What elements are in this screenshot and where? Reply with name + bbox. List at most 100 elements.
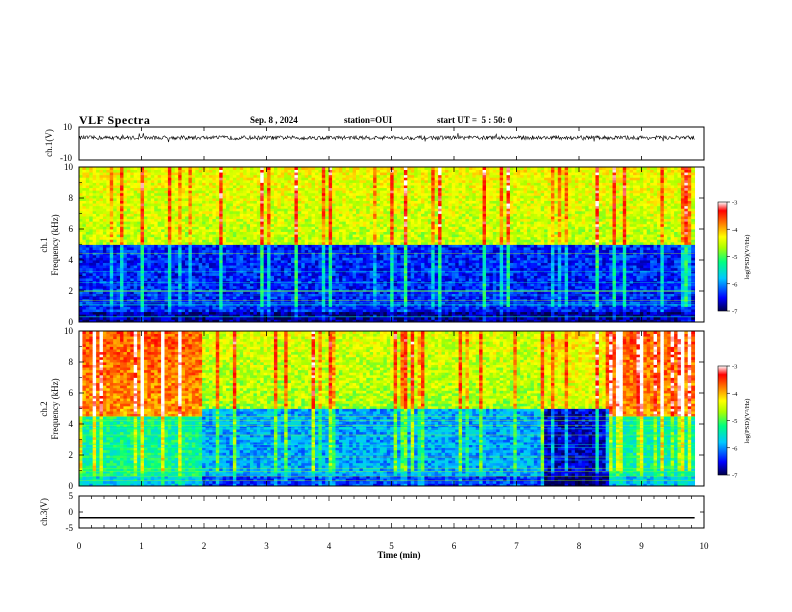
spec-cell: [181, 272, 186, 276]
spec-cell: [171, 291, 176, 294]
spec-cell: [102, 179, 107, 183]
spec-cell: [140, 247, 145, 251]
spec-cell: [212, 167, 217, 170]
spec-cell: [297, 319, 302, 323]
spec-cell: [270, 200, 275, 204]
spec-cell: [222, 200, 227, 204]
spec-cell: [195, 247, 200, 251]
spec-cell: [82, 229, 87, 232]
spec-cell: [89, 192, 94, 196]
spec-cell: [99, 190, 104, 194]
spec-cell: [198, 306, 203, 310]
spec-cell: [236, 303, 241, 307]
spec-cell: [229, 296, 234, 300]
spec-cell: [226, 309, 230, 313]
spec-cell: [130, 241, 135, 245]
spec-cell: [154, 262, 159, 266]
spec-cell: [123, 291, 128, 294]
spec-cell: [222, 278, 227, 282]
spec-cell: [287, 231, 292, 235]
spec-cell: [185, 247, 189, 251]
spec-cell: [212, 203, 217, 207]
spec-cell: [137, 182, 141, 186]
spec-cell: [297, 231, 302, 235]
spec-cell: [133, 254, 138, 258]
spec-cell: [256, 275, 261, 279]
spec-cell: [260, 169, 265, 173]
spec-cell: [328, 241, 333, 245]
spec-cell: [167, 267, 172, 271]
spec-cell: [308, 265, 312, 269]
spec-cell: [96, 319, 100, 323]
spec-cell: [267, 283, 271, 287]
spec-cell: [352, 249, 357, 253]
spec-cell: [215, 298, 220, 302]
spec-cell: [181, 185, 186, 189]
spec-cell: [116, 257, 121, 261]
spec-cell: [157, 231, 162, 235]
spec-cell: [356, 239, 360, 243]
spec-cell: [338, 185, 343, 189]
spec-cell: [79, 198, 83, 201]
spec-cell: [226, 257, 230, 261]
spec-cell: [147, 223, 152, 227]
spec-cell: [291, 272, 295, 276]
spec-cell: [325, 236, 330, 240]
spec-cell: [273, 210, 278, 214]
spec-cell: [102, 278, 107, 282]
spec-cell: [356, 314, 360, 318]
spec-cell: [89, 241, 94, 245]
spec-cell: [130, 167, 135, 170]
spec-cell: [140, 257, 145, 261]
spec-cell: [126, 174, 131, 178]
spec-cell: [253, 316, 258, 320]
spec-cell: [202, 267, 206, 271]
spec-cell: [229, 210, 234, 214]
spec-cell: [188, 236, 193, 240]
spec-cell: [120, 182, 124, 186]
spec-cell: [205, 167, 210, 170]
spec-cell: [318, 291, 323, 294]
spec-cell: [219, 319, 224, 323]
spec-cell: [287, 192, 292, 196]
spec-cell: [181, 298, 186, 302]
spec-cell: [239, 185, 244, 189]
spec-cell: [99, 311, 104, 315]
spec-cell: [219, 311, 224, 315]
spec-cell: [325, 247, 330, 251]
spec-cell: [335, 244, 340, 248]
spec-cell: [140, 296, 145, 300]
spec-cell: [212, 226, 217, 230]
spec-cell: [92, 309, 97, 313]
spec-cell: [92, 275, 97, 279]
spec-cell: [226, 203, 230, 207]
spec-cell: [246, 198, 251, 201]
spec-cell: [308, 267, 312, 271]
spec-cell: [335, 210, 340, 214]
spec-cell: [89, 231, 94, 235]
spec-cell: [147, 208, 152, 212]
spec-cell: [328, 314, 333, 318]
spec-cell: [82, 314, 87, 318]
spec-cell: [219, 208, 224, 212]
spec-cell: [232, 213, 237, 217]
spec-cell: [126, 252, 131, 256]
spec-cell: [280, 223, 285, 227]
spec-cell: [256, 231, 261, 235]
spec-cell: [212, 218, 217, 222]
spec-cell: [106, 179, 111, 183]
spec-cell: [280, 172, 285, 176]
spec-cell: [130, 314, 135, 318]
spec-cell: [301, 257, 306, 261]
spec-cell: [236, 187, 241, 191]
spec-cell: [185, 283, 189, 287]
spec-cell: [109, 275, 114, 279]
spec-cell: [263, 285, 268, 289]
spec-cell: [140, 249, 145, 253]
spec-cell: [198, 241, 203, 245]
spec-cell: [328, 221, 333, 225]
spec-cell: [273, 177, 278, 181]
spec-cell: [174, 278, 179, 282]
spec-cell: [102, 229, 107, 232]
spec-cell: [349, 265, 354, 269]
